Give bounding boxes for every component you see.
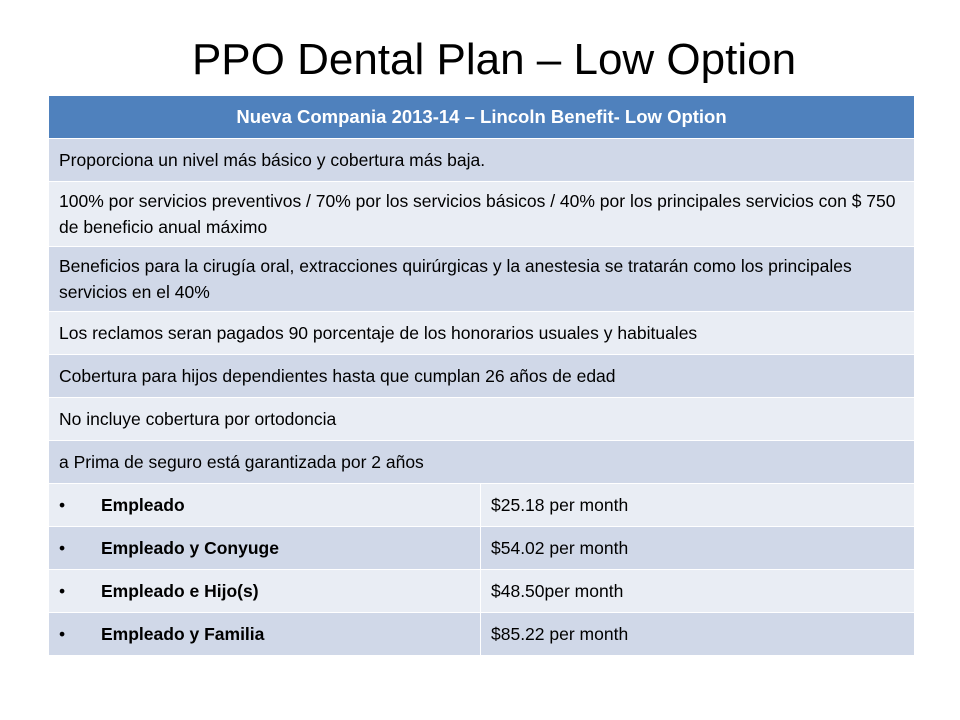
premium-row: • Empleado $25.18 per month xyxy=(48,483,915,527)
benefit-description: Los reclamos seran pagados 90 porcentaje… xyxy=(48,311,915,355)
benefit-description: 100% por servicios preventivos / 70% por… xyxy=(48,181,915,247)
premium-price: $48.50per month xyxy=(480,569,915,613)
table-row: 100% por servicios preventivos / 70% por… xyxy=(48,181,915,247)
premium-tier-label: Empleado y Familia xyxy=(101,623,265,644)
table-header-row: Nueva Compania 2013-14 – Lincoln Benefit… xyxy=(48,95,915,139)
table-row: Proporciona un nivel más básico y cobert… xyxy=(48,138,915,182)
premium-row: • Empleado y Familia $85.22 per month xyxy=(48,612,915,656)
premium-row: • Empleado e Hijo(s) $48.50per month xyxy=(48,569,915,613)
premium-tier-label: Empleado y Conyuge xyxy=(101,537,279,558)
premium-tier: • Empleado y Familia xyxy=(48,612,481,656)
plan-table: Nueva Compania 2013-14 – Lincoln Benefit… xyxy=(48,95,915,656)
premium-tier-label: Empleado xyxy=(101,494,185,515)
table-row: No incluye cobertura por ortodoncia xyxy=(48,397,915,441)
table-header: Nueva Compania 2013-14 – Lincoln Benefit… xyxy=(48,95,915,139)
premium-tier: • Empleado xyxy=(48,483,481,527)
bullet-icon: • xyxy=(59,623,66,644)
premium-price: $25.18 per month xyxy=(480,483,915,527)
bullet-icon: • xyxy=(59,494,66,515)
benefit-description: No incluye cobertura por ortodoncia xyxy=(48,397,915,441)
bullet-icon: • xyxy=(59,537,66,558)
benefit-description: Proporciona un nivel más básico y cobert… xyxy=(48,138,915,182)
benefit-description: a Prima de seguro está garantizada por 2… xyxy=(48,440,915,484)
premium-row: • Empleado y Conyuge $54.02 per month xyxy=(48,526,915,570)
table-row: Beneficios para la cirugía oral, extracc… xyxy=(48,246,915,312)
table-row: a Prima de seguro está garantizada por 2… xyxy=(48,440,915,484)
premium-price: $54.02 per month xyxy=(480,526,915,570)
slide-title: PPO Dental Plan – Low Option xyxy=(191,35,797,84)
bullet-icon: • xyxy=(59,580,66,601)
benefit-description: Beneficios para la cirugía oral, extracc… xyxy=(48,246,915,312)
table-row: Los reclamos seran pagados 90 porcentaje… xyxy=(48,311,915,355)
benefit-description: Cobertura para hijos dependientes hasta … xyxy=(48,354,915,398)
table-row: Cobertura para hijos dependientes hasta … xyxy=(48,354,915,398)
premium-price: $85.22 per month xyxy=(480,612,915,656)
premium-tier: • Empleado y Conyuge xyxy=(48,526,481,570)
premium-tier-label: Empleado e Hijo(s) xyxy=(101,580,259,601)
premium-tier: • Empleado e Hijo(s) xyxy=(48,569,481,613)
